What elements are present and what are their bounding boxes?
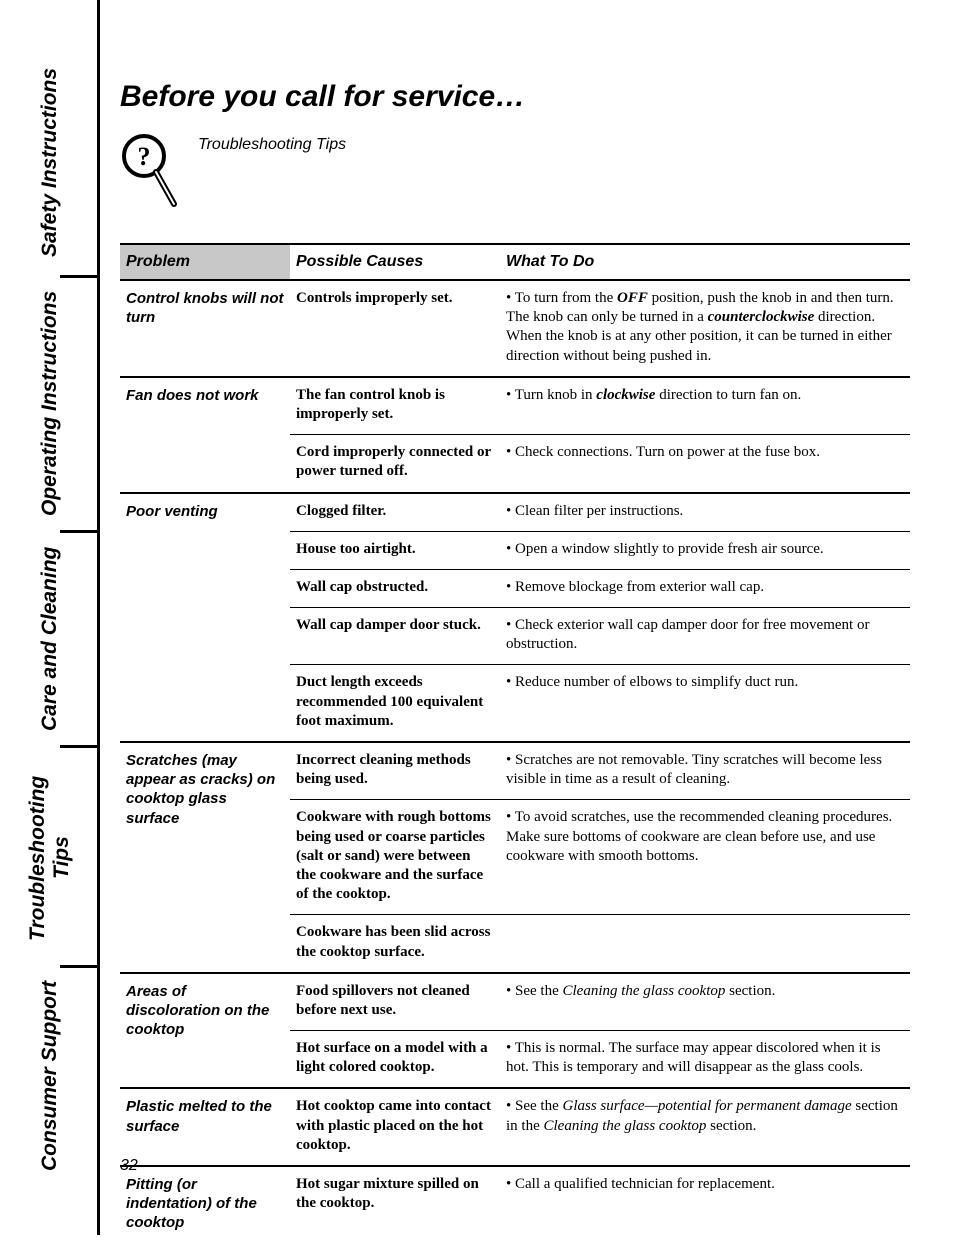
cause-cell: Incorrect cleaning methods being used.	[290, 742, 500, 800]
cause-cell: Clogged filter.	[290, 493, 500, 532]
what-cell: • See the Glass surface—potential for pe…	[500, 1088, 910, 1166]
problem-cell: Pitting (or indentation) of the cooktop	[120, 1166, 290, 1243]
table-row: Poor ventingClogged filter.• Clean filte…	[120, 493, 910, 532]
main-content: Before you call for service… ? Troublesh…	[120, 80, 910, 1243]
what-cell: • Scratches are not removable. Tiny scra…	[500, 742, 910, 800]
what-cell: • This is normal. The surface may appear…	[500, 1031, 910, 1089]
subtitle-row: ? Troubleshooting Tips	[120, 132, 910, 215]
what-cell	[500, 915, 910, 973]
problem-cell: Fan does not work	[120, 377, 290, 493]
table-row: Plastic melted to the surfaceHot cooktop…	[120, 1088, 910, 1166]
cause-cell: Cookware with rough bottoms being used o…	[290, 800, 500, 915]
col-header-problem: Problem	[120, 244, 290, 280]
problem-cell: Scratches (may appear as cracks) on cook…	[120, 742, 290, 973]
problem-cell: Plastic melted to the surface	[120, 1088, 290, 1166]
cause-cell: Hot sugar mixture spilled on the cooktop…	[290, 1166, 500, 1243]
cause-cell: Cord improperly connected or power turne…	[290, 435, 500, 493]
side-tab[interactable]: Consumer Support	[0, 976, 100, 1176]
table-row: Control knobs will not turnControls impr…	[120, 280, 910, 377]
cause-cell: Duct length exceeds recommended 100 equi…	[290, 665, 500, 742]
table-body: Control knobs will not turnControls impr…	[120, 280, 910, 1243]
problem-cell: Areas of discoloration on the cooktop	[120, 973, 290, 1089]
side-tab[interactable]: Operating Instructions	[0, 288, 100, 518]
troubleshooting-table: Problem Possible Causes What To Do Contr…	[120, 243, 910, 1243]
what-cell: • Check exterior wall cap damper door fo…	[500, 608, 910, 665]
cause-cell: Controls improperly set.	[290, 280, 500, 377]
side-divider	[60, 965, 100, 968]
what-cell: • Check connections. Turn on power at th…	[500, 435, 910, 493]
svg-text:?: ?	[138, 142, 151, 171]
what-cell: • Turn knob in clockwise direction to tu…	[500, 377, 910, 435]
side-divider	[60, 745, 100, 748]
table-row: Pitting (or indentation) of the cooktopH…	[120, 1166, 910, 1243]
what-cell: • Clean filter per instructions.	[500, 493, 910, 532]
what-cell: • Remove blockage from exterior wall cap…	[500, 569, 910, 607]
side-divider	[60, 275, 100, 278]
cause-cell: House too airtight.	[290, 531, 500, 569]
side-tabs: Safety Instructions Operating Instruction…	[0, 0, 100, 1235]
problem-cell: Poor venting	[120, 493, 290, 743]
side-tab[interactable]: Safety Instructions	[0, 62, 100, 262]
subtitle: Troubleshooting Tips	[198, 136, 346, 154]
cause-cell: The fan control knob is improperly set.	[290, 377, 500, 435]
magnifier-question-icon: ?	[120, 132, 180, 215]
table-row: Fan does not workThe fan control knob is…	[120, 377, 910, 435]
cause-cell: Food spillovers not cleaned before next …	[290, 973, 500, 1031]
side-divider	[60, 530, 100, 533]
side-tab[interactable]: Troubleshooting Tips	[0, 758, 100, 958]
what-cell: • See the Cleaning the glass cooktop sec…	[500, 973, 910, 1031]
page-number: 32	[120, 1157, 138, 1175]
side-tab[interactable]: Care and Cleaning	[0, 544, 100, 734]
what-cell: • Call a qualified technician for replac…	[500, 1166, 910, 1243]
what-cell: • To turn from the OFF position, push th…	[500, 280, 910, 377]
table-row: Scratches (may appear as cracks) on cook…	[120, 742, 910, 800]
what-cell: • To avoid scratches, use the recommende…	[500, 800, 910, 915]
problem-cell: Control knobs will not turn	[120, 280, 290, 377]
col-header-cause: Possible Causes	[290, 244, 500, 280]
cause-cell: Wall cap obstructed.	[290, 569, 500, 607]
table-header-row: Problem Possible Causes What To Do	[120, 244, 910, 280]
page-title: Before you call for service…	[120, 80, 910, 114]
what-cell: • Open a window slightly to provide fres…	[500, 531, 910, 569]
what-cell: • Reduce number of elbows to simplify du…	[500, 665, 910, 742]
col-header-what: What To Do	[500, 244, 910, 280]
cause-cell: Hot surface on a model with a light colo…	[290, 1031, 500, 1089]
table-row: Areas of discoloration on the cooktopFoo…	[120, 973, 910, 1031]
cause-cell: Hot cooktop came into contact with plast…	[290, 1088, 500, 1166]
cause-cell: Cookware has been slid across the cookto…	[290, 915, 500, 973]
cause-cell: Wall cap damper door stuck.	[290, 608, 500, 665]
